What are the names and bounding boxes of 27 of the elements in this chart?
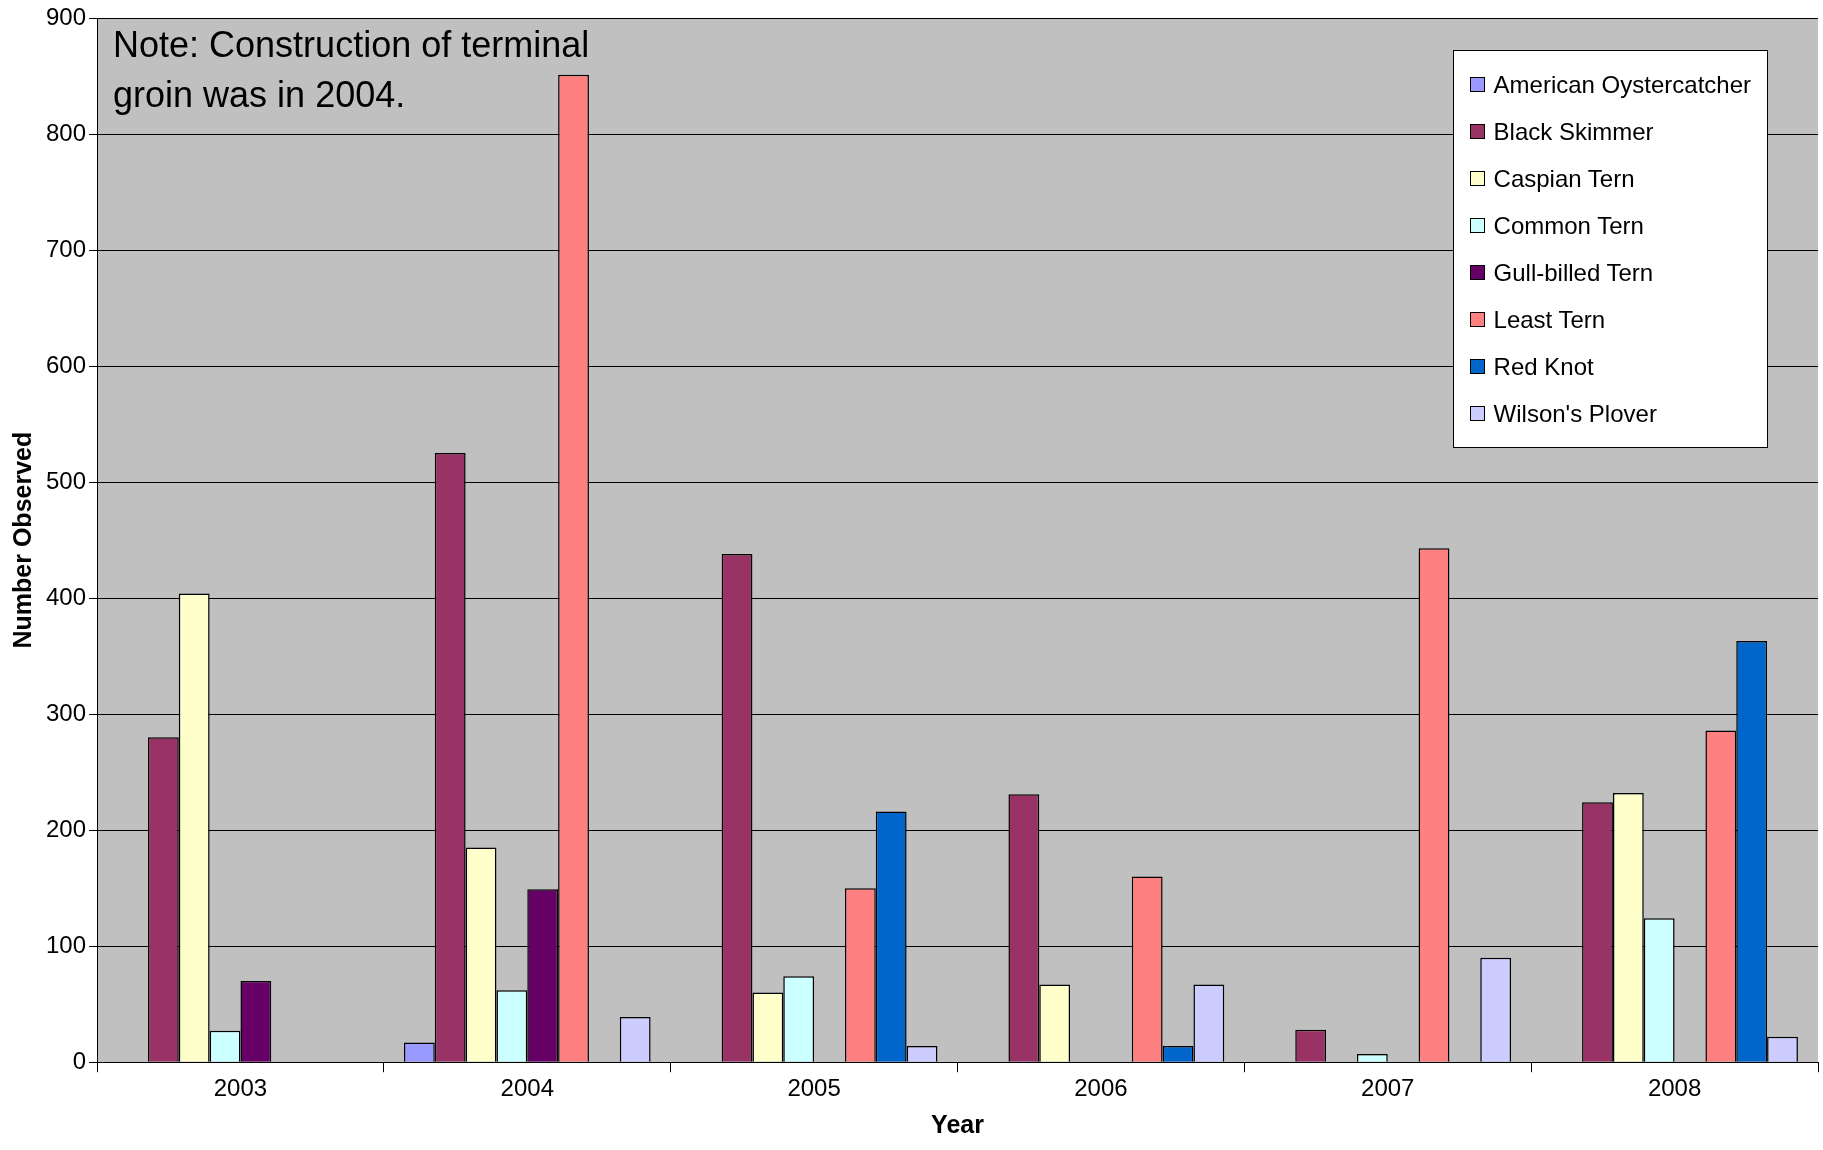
y-tick-label: 600	[46, 350, 87, 378]
x-tick-label: 2006	[1074, 1074, 1128, 1102]
annotation: Note: Construction of terminal groin was in 2004.	[113, 23, 591, 117]
x-tick-label: 2007	[1361, 1074, 1415, 1102]
y-tick-label: 900	[46, 2, 87, 30]
y-tick-label: 0	[72, 1046, 87, 1074]
x-tick-label: 2004	[500, 1074, 554, 1102]
legend-label: Caspian Tern	[1493, 164, 1635, 193]
x-tick-label: 2008	[1647, 1074, 1702, 1102]
y-tick-label: 400	[46, 582, 87, 610]
legend-label: Black Skimmer	[1493, 117, 1654, 146]
legend-label: Least Tern	[1493, 305, 1606, 334]
x-axis-title: Year	[931, 1109, 985, 1138]
legend-label: Red Knot	[1493, 352, 1594, 381]
y-tick-label: 500	[46, 466, 87, 494]
y-tick-label: 800	[46, 118, 87, 146]
y-tick-label: 100	[46, 930, 87, 958]
legend-label: American Oystercatcher	[1493, 70, 1751, 99]
y-axis-title: Number Observed	[7, 431, 36, 649]
y-tick-label: 300	[46, 698, 87, 726]
legend-label: Gull-billed Tern	[1493, 258, 1654, 287]
y-tick-label: 200	[46, 814, 87, 842]
y-tick-label: 700	[46, 234, 87, 262]
x-tick-label: 2005	[787, 1074, 841, 1102]
legend-label: Common Tern	[1493, 211, 1644, 240]
x-tick-label: 2003	[213, 1074, 268, 1102]
legend-label: Wilson's Plover	[1493, 399, 1657, 428]
